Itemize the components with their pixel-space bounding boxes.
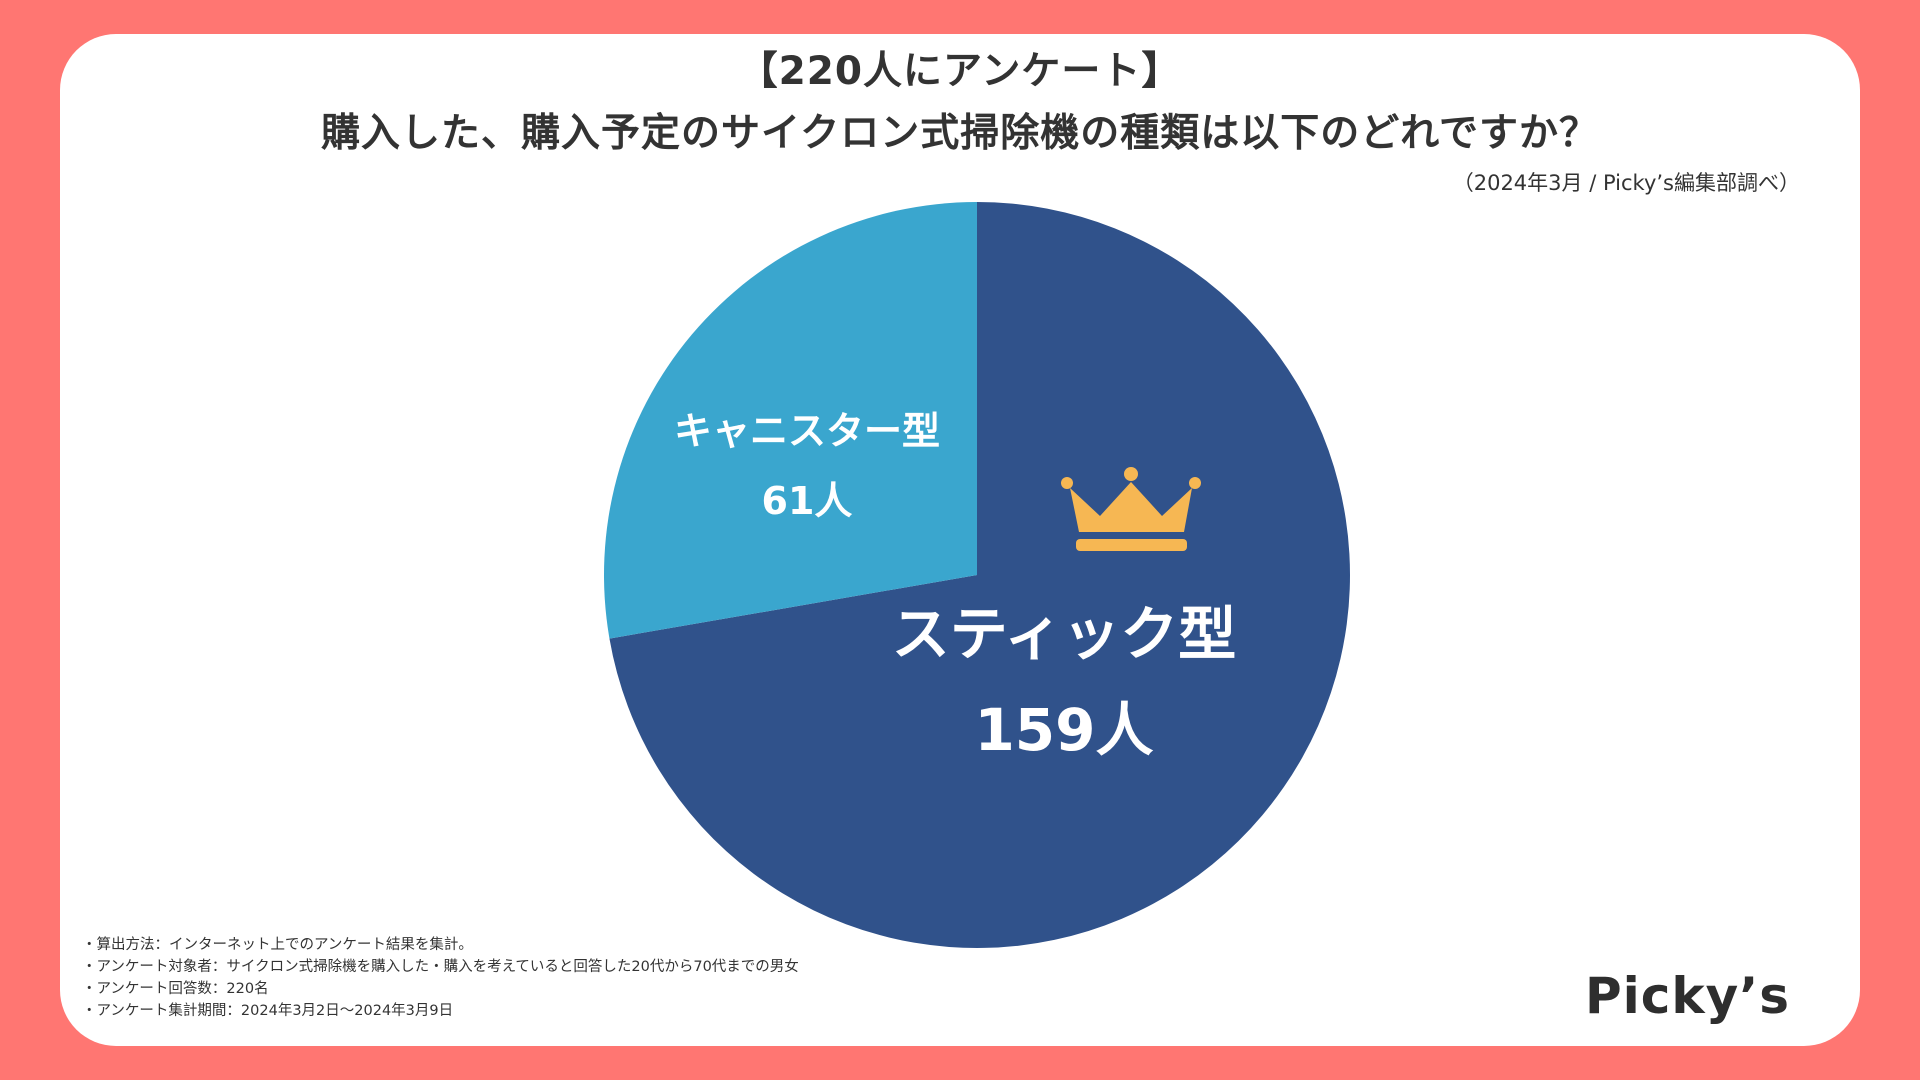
chart-card: 【220人にアンケート】 購入した、購入予定のサイクロン式掃除機の種類は以下のど… (60, 34, 1860, 1046)
crown-jewel-center (1124, 467, 1138, 481)
slice-label-2: キャニスター型 (674, 409, 940, 453)
pickys-logo: Picky’s (1584, 967, 1790, 1025)
crown-icon (1061, 467, 1201, 551)
chart-title-question: 購入した、購入予定のサイクロン式掃除機の種類は以下のどれですか？ (320, 111, 1600, 156)
note-target: ・アンケート対象者：サイクロン式掃除機を購入した・購入を考えていると回答した20… (82, 959, 799, 975)
pie-slices (603, 202, 1350, 948)
note-period: ・アンケート集計期間：2024年3月2日〜2024年3月9日 (82, 1003, 454, 1019)
crown-jewel-left (1061, 477, 1073, 489)
crown-body (1070, 482, 1192, 532)
survey-notes: ・算出方法：インターネット上でのアンケート結果を集計。 ・アンケート対象者：サイ… (82, 934, 799, 1022)
chart-source: （2024年3月 / Picky’s編集部調べ） (1452, 171, 1800, 195)
slice-label-1: スティック型 (892, 600, 1237, 668)
slice-value-2: 61人 (762, 479, 853, 523)
crown-base (1076, 539, 1187, 551)
note-count: ・アンケート回答数：220名 (82, 981, 269, 997)
crown-jewel-right (1189, 477, 1201, 489)
note-method: ・算出方法：インターネット上でのアンケート結果を集計。 (82, 937, 473, 953)
pie-slice-2 (603, 202, 977, 639)
chart-title-survey: 【220人にアンケート】 (738, 49, 1182, 94)
pie-chart: スティック型 159人 キャニスター型 61人 (603, 202, 1350, 948)
slice-value-1: 159人 (974, 696, 1153, 764)
pie-labels: スティック型 159人 キャニスター型 61人 (674, 409, 1236, 764)
pie-slice-1 (609, 202, 1350, 948)
